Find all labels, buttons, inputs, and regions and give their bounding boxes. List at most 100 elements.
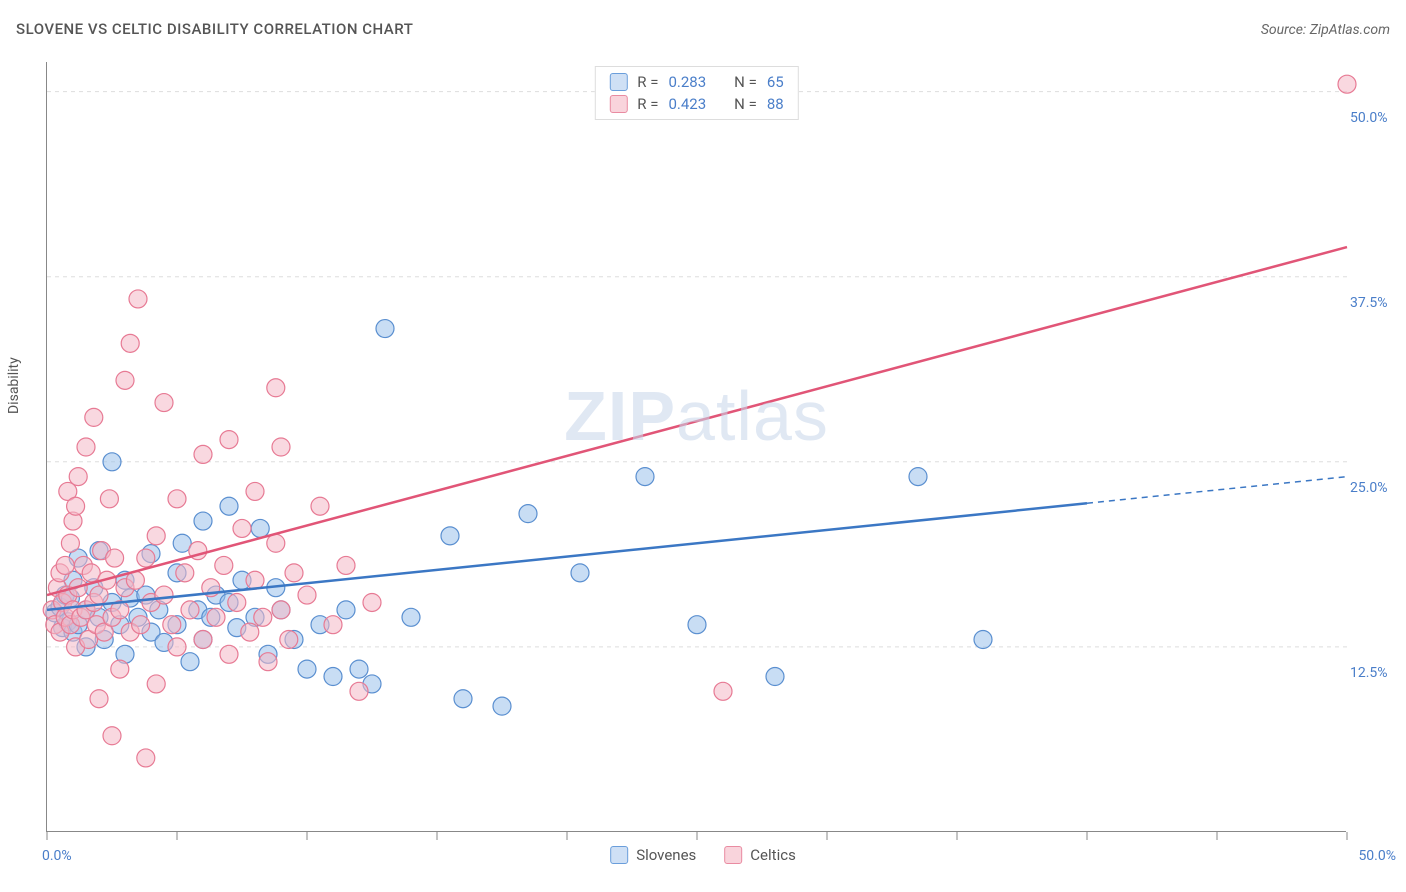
scatter-point xyxy=(215,556,233,574)
y-grid-label: 12.5% xyxy=(1350,665,1396,681)
legend-item: Celtics xyxy=(724,846,796,864)
scatter-point xyxy=(376,320,394,338)
scatter-point xyxy=(85,408,103,426)
scatter-point xyxy=(129,290,147,308)
scatter-point xyxy=(220,431,238,449)
legend-n-value: 88 xyxy=(767,95,784,113)
scatter-point xyxy=(207,608,225,626)
legend-label: Celtics xyxy=(750,846,796,864)
scatter-point xyxy=(147,675,165,693)
legend-n-label: N = xyxy=(734,95,757,113)
scatter-point xyxy=(220,645,238,663)
scatter-point xyxy=(402,608,420,626)
scatter-point xyxy=(246,482,264,500)
scatter-point xyxy=(298,660,316,678)
scatter-point xyxy=(228,593,246,611)
y-grid-label: 50.0% xyxy=(1350,110,1396,126)
scatter-point xyxy=(688,616,706,634)
scatter-point xyxy=(766,668,784,686)
scatter-point xyxy=(111,660,129,678)
legend-n-label: N = xyxy=(734,73,757,91)
y-grid-label: 37.5% xyxy=(1350,295,1396,311)
legend-r-label: R = xyxy=(637,73,658,91)
scatter-point xyxy=(259,653,277,671)
scatter-point xyxy=(194,512,212,530)
scatter-point xyxy=(132,616,150,634)
scatter-point xyxy=(350,660,368,678)
scatter-point xyxy=(137,549,155,567)
scatter-point xyxy=(337,556,355,574)
scatter-point xyxy=(147,527,165,545)
legend-top-row: R = 0.423 N = 88 xyxy=(609,93,783,115)
scatter-point xyxy=(56,556,74,574)
legend-item: Slovenes xyxy=(610,846,696,864)
legend-bottom: Slovenes Celtics xyxy=(610,846,796,864)
scatter-point xyxy=(493,697,511,715)
scatter-point xyxy=(636,468,654,486)
legend-r-value: 0.283 xyxy=(668,73,706,91)
scatter-point xyxy=(280,631,298,649)
scatter-point xyxy=(909,468,927,486)
scatter-point xyxy=(137,749,155,767)
scatter-point xyxy=(519,505,537,523)
scatter-point xyxy=(194,631,212,649)
legend-r-label: R = xyxy=(637,95,658,113)
scatter-point xyxy=(298,586,316,604)
scatter-point xyxy=(163,616,181,634)
scatter-point xyxy=(100,490,118,508)
scatter-point xyxy=(311,497,329,515)
scatter-point xyxy=(246,571,264,589)
scatter-point xyxy=(61,534,79,552)
plot-region: R = 0.283 N = 65 R = 0.423 N = 88 ZIPatl… xyxy=(46,62,1346,832)
legend-swatch-icon xyxy=(610,846,628,864)
scatter-point xyxy=(116,371,134,389)
scatter-point xyxy=(350,682,368,700)
scatter-point xyxy=(571,564,589,582)
scatter-point xyxy=(176,564,194,582)
scatter-point xyxy=(363,593,381,611)
scatter-point xyxy=(168,638,186,656)
trend-line-dashed xyxy=(1087,477,1347,504)
scatter-point xyxy=(441,527,459,545)
scatter-point xyxy=(241,623,259,641)
y-grid-label: 25.0% xyxy=(1350,480,1396,496)
scatter-point xyxy=(155,394,173,412)
scatter-point xyxy=(194,445,212,463)
legend-r-value: 0.423 xyxy=(668,95,706,113)
scatter-point xyxy=(324,616,342,634)
chart-area: R = 0.283 N = 65 R = 0.423 N = 88 ZIPatl… xyxy=(46,62,1346,832)
scatter-point xyxy=(90,690,108,708)
scatter-point xyxy=(254,608,272,626)
scatter-point xyxy=(714,682,732,700)
scatter-point xyxy=(337,601,355,619)
scatter-point xyxy=(1338,75,1356,93)
scatter-point xyxy=(267,534,285,552)
scatter-point xyxy=(285,564,303,582)
x-axis-origin-label: 0.0% xyxy=(42,848,72,864)
chart-source: Source: ZipAtlas.com xyxy=(1261,22,1390,38)
scatter-point xyxy=(106,549,124,567)
scatter-point xyxy=(272,601,290,619)
scatter-point xyxy=(454,690,472,708)
scatter-point xyxy=(103,453,121,471)
legend-n-value: 65 xyxy=(767,73,784,91)
legend-swatch-icon xyxy=(724,846,742,864)
legend-swatch-icon xyxy=(609,73,627,91)
scatter-point xyxy=(77,438,95,456)
legend-swatch-icon xyxy=(609,95,627,113)
scatter-point xyxy=(69,468,87,486)
chart-header: SLOVENE VS CELTIC DISABILITY CORRELATION… xyxy=(16,20,1390,38)
scatter-point xyxy=(168,490,186,508)
legend-label: Slovenes xyxy=(636,846,696,864)
chart-title: SLOVENE VS CELTIC DISABILITY CORRELATION… xyxy=(16,20,413,38)
scatter-point xyxy=(121,334,139,352)
scatter-svg xyxy=(47,62,1347,832)
scatter-point xyxy=(67,497,85,515)
scatter-point xyxy=(181,653,199,671)
scatter-point xyxy=(181,601,199,619)
scatter-point xyxy=(251,519,269,537)
x-axis-end-label: 50.0% xyxy=(1358,848,1396,864)
y-axis-label: Disability xyxy=(6,357,22,414)
legend-top: R = 0.283 N = 65 R = 0.423 N = 88 xyxy=(594,66,798,120)
scatter-point xyxy=(155,586,173,604)
